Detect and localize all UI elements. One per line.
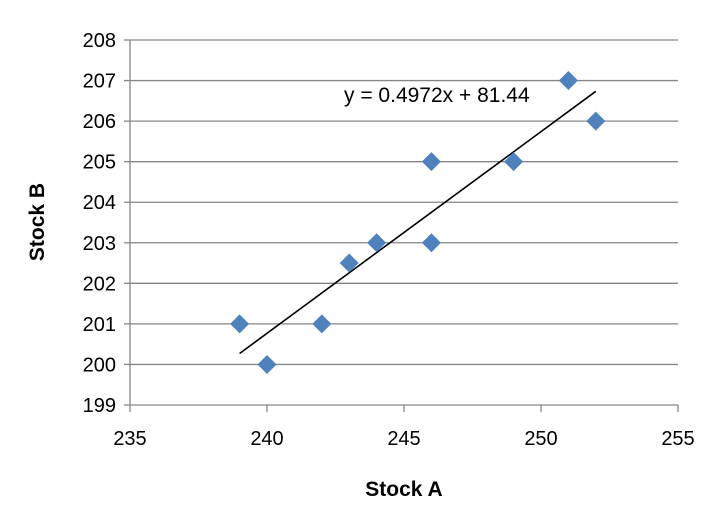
data-point: [339, 253, 359, 273]
y-tick-label-0: 199: [83, 395, 116, 417]
y-tick-label-4: 203: [83, 233, 116, 255]
x-tick-label-1: 240: [250, 428, 283, 450]
y-tick-label-6: 205: [83, 152, 116, 174]
trendline-equation: y = 0.4972x + 81.44: [344, 84, 530, 107]
gridlines: [130, 39, 678, 366]
data-point: [586, 111, 606, 131]
data-point: [257, 354, 277, 374]
x-tick-label-3: 250: [524, 428, 557, 450]
y-tick-label-7: 206: [83, 111, 116, 133]
x-tick-label-4: 255: [661, 428, 694, 450]
x-tick-labels: 235 240 245 250 255: [113, 428, 694, 450]
x-axis-title: Stock A: [365, 478, 442, 501]
data-point: [230, 314, 250, 334]
data-point: [312, 314, 332, 334]
y-tick-label-2: 201: [83, 314, 116, 336]
data-point: [367, 233, 387, 253]
axes: [124, 39, 679, 412]
data-point: [421, 233, 441, 253]
trendline: [239, 90, 597, 355]
y-tick-label-3: 202: [83, 273, 116, 295]
y-axis-title: Stock B: [26, 183, 49, 261]
x-tick-label-2: 245: [387, 428, 420, 450]
data-point: [421, 152, 441, 172]
data-points: [230, 71, 606, 374]
y-tick-labels: 199 200 201 202 203 204 205 206 207 208: [83, 30, 116, 417]
y-tick-label-5: 204: [83, 192, 116, 214]
data-point: [504, 152, 524, 172]
y-tick-label-9: 208: [83, 30, 116, 52]
trendline-group: [239, 90, 597, 355]
y-tick-label-1: 200: [83, 354, 116, 376]
data-point: [558, 71, 578, 91]
x-tick-label-0: 235: [113, 428, 146, 450]
y-tick-label-8: 207: [83, 71, 116, 93]
